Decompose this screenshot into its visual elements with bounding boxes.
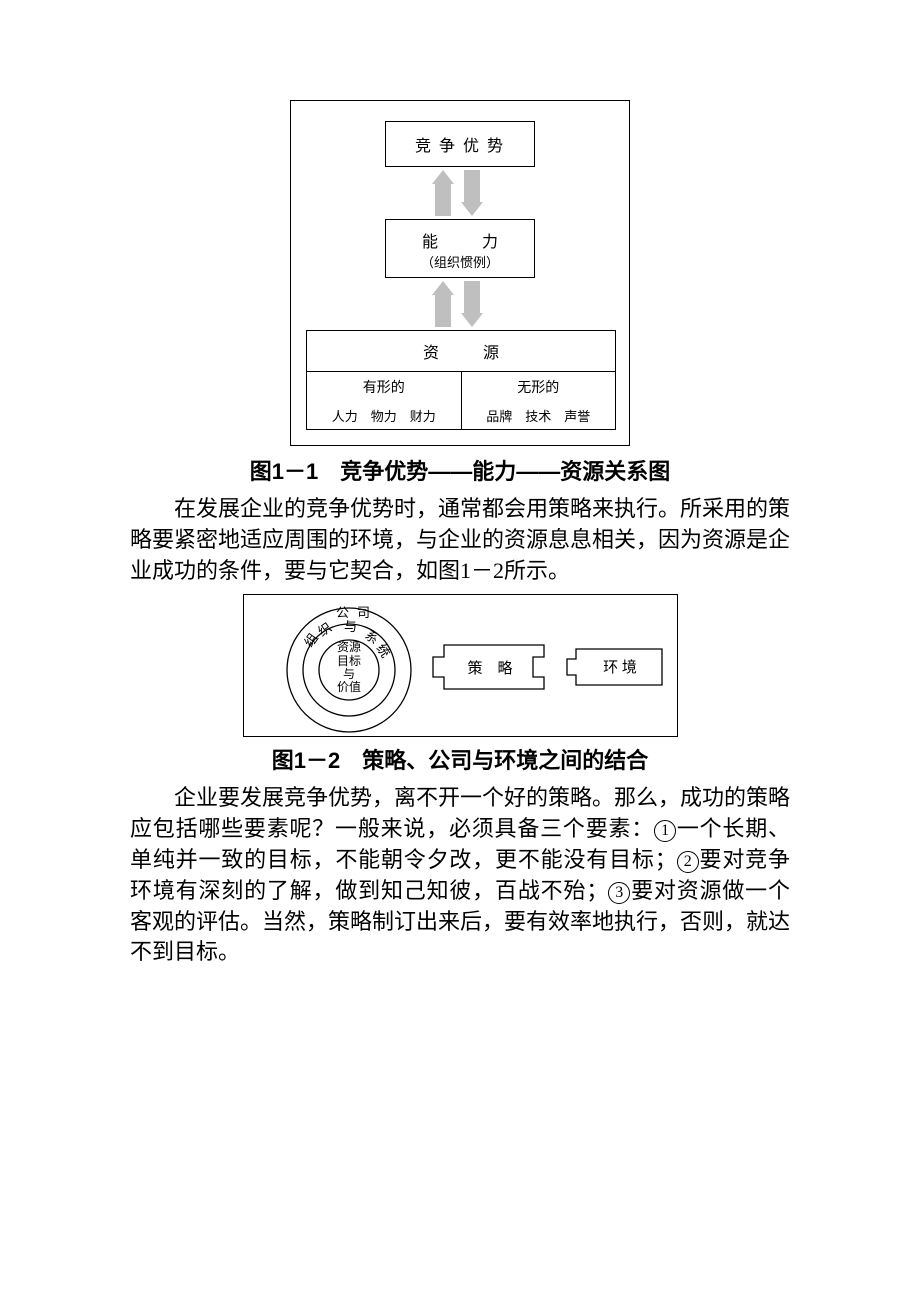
- environment-label: 环 境: [603, 658, 637, 676]
- circled-3: 3: [608, 882, 630, 904]
- figure-1-2-caption: 图1－2 策略、公司与环境之间的结合: [130, 743, 790, 775]
- mid-arc-3: 与: [344, 619, 357, 634]
- inner-bot: 价值: [336, 679, 360, 694]
- inner-mid2: 与: [342, 667, 354, 681]
- box-capability: 能 力 （组织惯例）: [385, 219, 535, 278]
- box-resource: 资 源 有形的 无形的 人力 物力 财力 品牌 技术 声誉: [306, 330, 616, 430]
- mid-arc-4: 系: [362, 628, 381, 648]
- figure-1-1-caption: 图1－1 竞争优势——能力——资源关系图: [130, 454, 790, 486]
- intangible-items: 品牌 技术 声誉: [462, 402, 616, 429]
- strategy-label: 策 略: [467, 660, 512, 677]
- circled-2: 2: [677, 851, 699, 873]
- advantage-label: 竞 争 优 势: [415, 138, 505, 155]
- paragraph-2-text: 企业要发展竞争优势，离不开一个好的策略。那么，成功的策略应包括哪些要素呢？一般来…: [130, 783, 790, 968]
- resource-header-row: 有形的 无形的: [307, 372, 615, 402]
- arrow-up-down-2: [430, 281, 490, 327]
- outer-arc-left: 公: [336, 605, 349, 620]
- circled-1: 1: [654, 820, 676, 842]
- inner-mid1: 目标: [336, 654, 360, 668]
- paragraph-1-text: 在发展企业的竞争优势时，通常都会用策略来执行。所采用的策略要紧密地适应周围的环境…: [130, 494, 790, 586]
- outer-arc-right: 司: [357, 605, 370, 620]
- paragraph-2: 企业要发展竞争优势，离不开一个好的策略。那么，成功的策略应包括哪些要素呢？一般来…: [130, 783, 790, 968]
- mid-arc-1: 组: [301, 631, 321, 650]
- resource-items-row: 人力 物力 财力 品牌 技术 声誉: [307, 402, 615, 429]
- figure-1-1: 竞 争 优 势 能 力 （组织惯例） 资 源 有形的 无形的 人力 物力 财力 …: [290, 100, 630, 446]
- resource-title: 资 源: [307, 331, 615, 372]
- figure-1-2-svg: 公 司 组 织 与 系 统 资源 目标 与 价值 策 略 环 境: [244, 595, 677, 736]
- arrows-top: [306, 167, 614, 219]
- arrows-bottom: [306, 278, 614, 330]
- capability-subtitle: （组织惯例）: [386, 252, 534, 271]
- paragraph-1: 在发展企业的竞争优势时，通常都会用策略来执行。所采用的策略要紧密地适应周围的环境…: [130, 494, 790, 586]
- box-competitive-advantage: 竞 争 优 势: [385, 121, 535, 167]
- arrow-up-down-1: [430, 170, 490, 216]
- intangible-header: 无形的: [462, 372, 616, 402]
- figure-1-2: 公 司 组 织 与 系 统 资源 目标 与 价值 策 略 环 境: [243, 594, 678, 737]
- inner-top: 资源: [336, 640, 360, 654]
- tangible-items: 人力 物力 财力: [307, 402, 462, 429]
- tangible-header: 有形的: [307, 372, 462, 402]
- capability-title: 能 力: [386, 228, 534, 252]
